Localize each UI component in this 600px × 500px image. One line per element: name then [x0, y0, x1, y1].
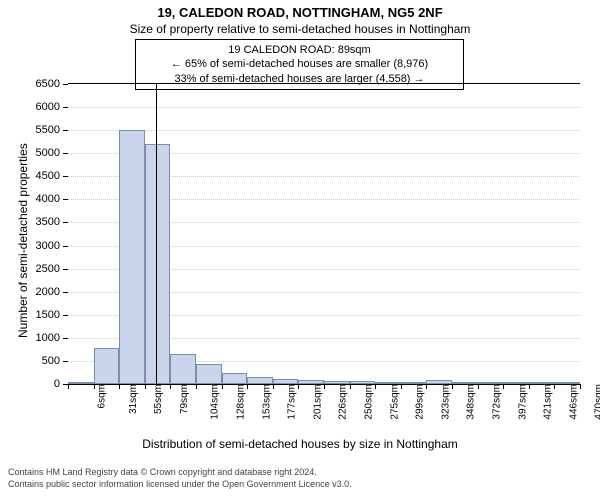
x-tick-mark — [273, 384, 274, 389]
gridline — [68, 107, 580, 108]
x-tick-mark — [529, 384, 530, 389]
y-tick: 5500 — [36, 124, 68, 136]
x-tick-mark — [196, 384, 197, 389]
x-tick-mark — [222, 384, 223, 389]
reference-line — [156, 84, 157, 384]
x-tick-label: 446sqm — [562, 384, 579, 420]
y-tick: 6000 — [36, 101, 68, 113]
gridline — [68, 130, 580, 131]
x-tick-label: 323sqm — [434, 384, 451, 420]
x-tick-label: 372sqm — [486, 384, 503, 420]
copyright-line-2: Contains public sector information licen… — [8, 479, 352, 491]
info-line-1: 19 CALEDON ROAD: 89sqm — [142, 43, 457, 57]
x-tick-mark — [145, 384, 146, 389]
x-tick-label: 348sqm — [460, 384, 477, 420]
y-tick: 5000 — [36, 147, 68, 159]
x-tick-label: 299sqm — [409, 384, 426, 420]
x-tick-mark — [401, 384, 402, 389]
copyright-text: Contains HM Land Registry data © Crown c… — [8, 467, 352, 490]
y-tick: 2500 — [36, 263, 68, 275]
x-tick-mark — [580, 384, 581, 389]
x-tick-label: 226sqm — [332, 384, 349, 420]
x-tick-mark — [68, 384, 69, 389]
x-tick-label: 275sqm — [383, 384, 400, 420]
y-tick: 4500 — [36, 170, 68, 182]
x-tick-label: 128sqm — [230, 384, 247, 420]
x-tick-mark — [247, 384, 248, 389]
y-tick: 1000 — [36, 332, 68, 344]
y-tick: 6500 — [36, 78, 68, 90]
x-tick-mark — [119, 384, 120, 389]
y-tick: 1500 — [36, 309, 68, 321]
x-tick-mark — [324, 384, 325, 389]
x-axis-title: Distribution of semi-detached houses by … — [0, 437, 600, 451]
x-tick-mark — [478, 384, 479, 389]
x-tick-label: 104sqm — [204, 384, 221, 420]
info-line-2: ← 65% of semi-detached houses are smalle… — [142, 57, 457, 71]
y-axis-label: Number of semi-detached properties — [16, 143, 30, 338]
bar — [94, 348, 120, 384]
bar — [222, 373, 248, 384]
chart-title: 19, CALEDON ROAD, NOTTINGHAM, NG5 2NF — [0, 5, 600, 20]
y-tick: 2000 — [36, 286, 68, 298]
x-tick-mark — [503, 384, 504, 389]
chart-subtitle: Size of property relative to semi-detach… — [0, 22, 600, 36]
x-tick-mark — [426, 384, 427, 389]
bar — [247, 377, 273, 384]
x-tick-label: 250sqm — [358, 384, 375, 420]
x-tick-mark — [554, 384, 555, 389]
y-tick: 3000 — [36, 240, 68, 252]
x-tick-mark — [350, 384, 351, 389]
plot-area: 0500100015002000250030003500400045005000… — [68, 83, 580, 385]
bar — [170, 354, 196, 384]
y-tick: 3500 — [36, 216, 68, 228]
x-tick-label: 397sqm — [511, 384, 528, 420]
x-tick-label: 421sqm — [537, 384, 554, 420]
bar — [119, 130, 145, 384]
x-tick-mark — [452, 384, 453, 389]
x-tick-label: 177sqm — [281, 384, 298, 420]
y-tick: 4000 — [36, 193, 68, 205]
y-tick: 500 — [42, 355, 68, 367]
y-tick: 0 — [54, 378, 68, 390]
x-tick-mark — [94, 384, 95, 389]
x-tick-label: 55sqm — [147, 384, 164, 414]
bar — [196, 364, 222, 384]
x-tick-label: 470sqm — [588, 384, 600, 420]
copyright-line-1: Contains HM Land Registry data © Crown c… — [8, 467, 352, 479]
x-tick-mark — [298, 384, 299, 389]
x-tick-mark — [170, 384, 171, 389]
x-tick-label: 201sqm — [306, 384, 323, 420]
bar — [145, 144, 171, 384]
x-tick-label: 79sqm — [173, 384, 190, 414]
x-tick-label: 31sqm — [122, 384, 139, 414]
x-tick-mark — [375, 384, 376, 389]
x-tick-label: 153sqm — [255, 384, 272, 420]
